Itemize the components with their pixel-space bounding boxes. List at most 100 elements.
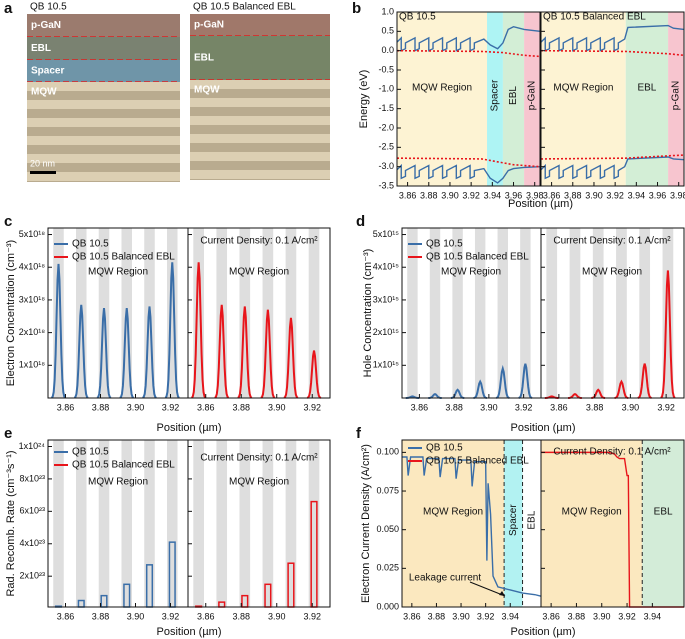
x-tick-label: 3.92: [477, 611, 495, 621]
mqw-stripe: [27, 91, 180, 100]
mqw-stripe: [190, 116, 330, 125]
plot-frame: [396, 11, 541, 187]
line: [540, 49, 685, 57]
well-band: [76, 440, 87, 607]
x-tick-label: 3.86: [57, 611, 75, 621]
well-band: [497, 228, 508, 398]
x-axis-label: Position (µm): [156, 422, 221, 434]
peak: [306, 350, 322, 399]
annotation: Leakage current: [409, 573, 481, 584]
legend-label: QB 10.5 Balanced EBL: [426, 252, 529, 263]
x-tick-label: 3.86: [403, 611, 421, 621]
well-band: [285, 440, 297, 607]
well-band: [616, 228, 627, 398]
x-tick-label: 3.92: [618, 611, 636, 621]
peak: [96, 308, 112, 399]
region-label: EBL: [654, 506, 673, 517]
layer: [190, 36, 330, 80]
y-tick-label: 1x10²⁴: [19, 441, 46, 451]
mqw-stripe: [190, 107, 330, 116]
annotation: MQW Region: [229, 267, 289, 278]
well-band: [592, 228, 604, 398]
mqw-stripe: [190, 89, 330, 98]
well-band: [262, 440, 274, 607]
mqw-stripe: [27, 172, 180, 181]
x-tick-label: 3.88: [564, 190, 582, 200]
mqw-stripe: [190, 179, 330, 180]
y-tick-label: 3x10¹⁸: [19, 294, 46, 304]
layer: [27, 60, 180, 82]
well-band: [452, 228, 463, 398]
subplot-title: QB 10.5 Balanced EBL: [543, 12, 646, 23]
plot-frame: [540, 439, 685, 608]
x-tick-label: 3.86: [411, 402, 429, 412]
x-tick-label: 3.86: [399, 190, 417, 200]
layer-label: EBL: [31, 43, 51, 54]
well-band: [569, 228, 581, 398]
y-tick-label: 5x10¹⁵: [373, 229, 400, 239]
note: Current Density: 0.1 A/cm²: [200, 236, 318, 247]
mqw-stripe: [27, 118, 180, 127]
y-tick-label: 1x10¹⁸: [19, 360, 46, 370]
layer-label: Spacer: [31, 66, 64, 77]
peak: [495, 364, 510, 399]
y-tick-label: -1.0: [378, 84, 394, 94]
region: [522, 440, 541, 607]
well-band: [520, 228, 531, 398]
plot-frame: [187, 227, 331, 399]
x-tick-label: 3.92: [606, 190, 624, 200]
y-tick-label: 0.0: [381, 45, 394, 55]
mqw-stripe: [190, 161, 330, 170]
peak: [614, 379, 629, 399]
well-band: [239, 440, 251, 607]
region: [625, 12, 669, 186]
layer: [190, 14, 330, 36]
x-tick-label: 3.88: [232, 611, 250, 621]
region-label: MQW Region: [412, 82, 472, 93]
x-tick-label: 3.86: [57, 402, 75, 412]
y-tick-label: 0.000: [376, 601, 399, 611]
peak: [637, 363, 652, 399]
x-tick-label: 3.86: [542, 611, 560, 621]
x-tick-label: 3.90: [127, 402, 145, 412]
region-label: MQW Region: [553, 82, 613, 93]
mqw-stripe: [190, 80, 330, 89]
well-band: [167, 228, 178, 398]
layer: [27, 14, 180, 37]
annotation: MQW Region: [582, 267, 642, 278]
x-tick-label: 3.88: [92, 611, 110, 621]
scale-bar: [30, 171, 56, 174]
x-tick-label: 3.94: [628, 190, 646, 200]
y-tick-label: 2x10²³: [19, 571, 45, 581]
panel-letter: e: [4, 425, 12, 442]
mqw-stripe: [27, 163, 180, 172]
x-tick-label: 3.86: [550, 402, 568, 412]
y-tick-label: 5x10¹⁸: [19, 229, 46, 239]
region: [487, 12, 503, 186]
region-label: Spacer: [508, 504, 519, 536]
peak: [191, 262, 207, 399]
panel-letter: f: [356, 425, 362, 442]
peak: [283, 317, 299, 399]
x-tick-label: 3.88: [586, 402, 604, 412]
mqw-stripe: [190, 143, 330, 152]
x-tick-label: 3.92: [657, 402, 675, 412]
mqw-stripe: [27, 154, 180, 163]
region: [524, 12, 540, 186]
y-tick-label: 0.075: [376, 485, 399, 495]
y-tick-label: 1x10¹⁵: [373, 360, 400, 370]
note: Current Density: 0.1 A/cm²: [553, 447, 671, 458]
y-axis-label: Electron Current Density (A/cm²): [360, 444, 372, 603]
x-tick-label: 3.88: [445, 402, 463, 412]
region-label: MQW Region: [423, 506, 483, 517]
mqw-stripe: [27, 127, 180, 136]
x-tick-label: 3.96: [505, 190, 523, 200]
line: [396, 49, 541, 58]
well-band: [167, 440, 178, 607]
well-band: [144, 440, 155, 607]
y-tick-label: 4x10²³: [19, 538, 45, 548]
layer-label: EBL: [194, 53, 214, 64]
mqw-stripe: [27, 136, 180, 145]
image-title: QB 10.5 Balanced EBL: [193, 2, 296, 13]
x-tick-label: 3.98: [670, 190, 685, 200]
